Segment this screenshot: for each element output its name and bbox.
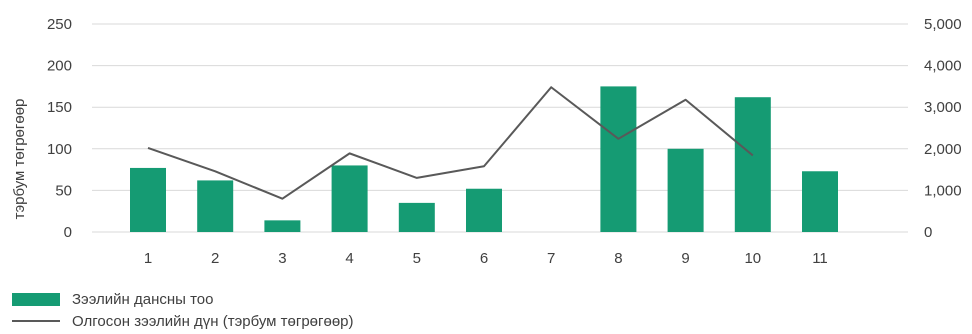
y-tick-label: 250 — [47, 16, 72, 33]
y2-tick-label: 2,000 — [924, 141, 962, 158]
y2-tick-label: 5,000 — [924, 16, 962, 33]
x-tick-label: 11 — [812, 250, 828, 267]
y-tick-label: 50 — [55, 182, 72, 199]
bar — [264, 220, 301, 232]
y-tick-label: 100 — [47, 141, 72, 158]
y2-tick-label: 3,000 — [924, 99, 962, 116]
bar — [734, 97, 771, 232]
bar — [667, 148, 704, 232]
x-tick-label: 6 — [480, 250, 488, 267]
line-series — [147, 86, 754, 200]
y-tick-label: 150 — [47, 99, 72, 116]
y-axis-label: тэрбум төгрөгөөр — [11, 99, 28, 220]
x-tick-label: 7 — [547, 250, 555, 267]
x-tick-label: 9 — [681, 250, 689, 267]
bar — [398, 202, 435, 232]
y-tick-label: 200 — [47, 58, 72, 75]
x-tick-label: 8 — [614, 250, 622, 267]
legend-label-bars: Зээлийн дансны тоо — [72, 290, 214, 308]
x-tick-label: 5 — [413, 250, 421, 267]
legend-label-line: Олгосон зээлийн дүн (тэрбум төгрөгөөр) — [72, 312, 354, 330]
line-series-path — [147, 86, 754, 200]
legend-item-line: Олгосон зээлийн дүн (тэрбум төгрөгөөр) — [12, 310, 354, 332]
bar — [466, 188, 502, 232]
legend-item-bars: Зээлийн дансны тоо — [12, 288, 354, 310]
axis-tick-labels: 0 0 50 1,000 100 2,000 150 3,000 200 4,000 250 5,00… — [47, 16, 962, 267]
bar-series — [130, 86, 838, 233]
bar — [802, 171, 838, 232]
x-tick-label: 10 — [744, 250, 761, 267]
legend-swatch-bar — [12, 292, 60, 306]
x-tick-label: 4 — [345, 250, 353, 267]
x-tick-label: 3 — [278, 250, 286, 267]
legend-swatch-line — [12, 320, 60, 322]
bar — [130, 167, 166, 232]
y2-tick-label: 1,000 — [924, 182, 962, 199]
bar — [600, 86, 637, 233]
y2-tick-label: 4,000 — [924, 58, 962, 75]
y-tick-label: 0 — [64, 224, 72, 241]
x-tick-label: 2 — [211, 250, 219, 267]
bar — [331, 165, 368, 232]
legend: Зээлийн дансны тоо Олгосон зээлийн дүн (… — [12, 288, 354, 332]
y2-tick-label: 0 — [924, 224, 932, 241]
bar — [197, 180, 234, 232]
x-tick-label: 1 — [144, 250, 152, 267]
